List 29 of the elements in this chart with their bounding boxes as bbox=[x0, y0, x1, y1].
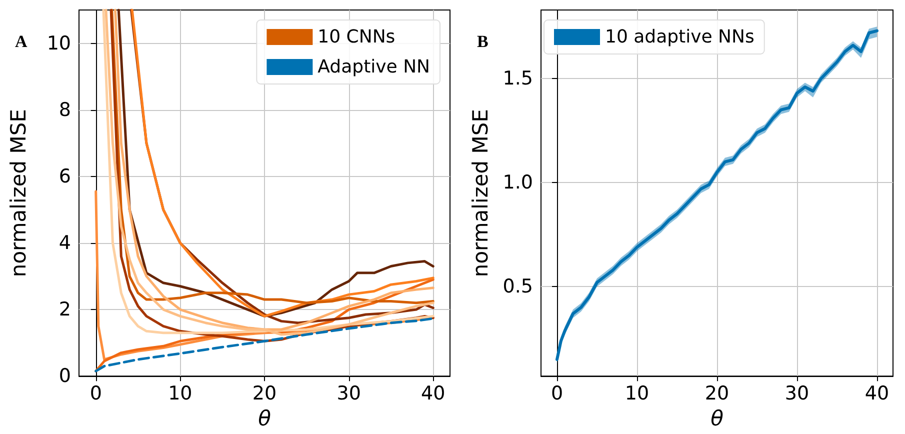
x-axis-title: θ bbox=[258, 406, 272, 430]
y-tick-label: 2 bbox=[58, 298, 71, 321]
y-tick-label: 4 bbox=[58, 232, 71, 254]
legend-label: 10 CNNs bbox=[318, 26, 396, 48]
x-tick-label: 40 bbox=[864, 382, 890, 405]
y-tick-label: 8 bbox=[58, 98, 71, 121]
x-tick-label: 0 bbox=[550, 382, 564, 405]
text: B bbox=[477, 32, 488, 51]
x-tick-label: 10 bbox=[624, 382, 650, 405]
x-tick-label: 20 bbox=[252, 382, 277, 405]
x-tick-label: 30 bbox=[336, 382, 361, 405]
x-axis-title: θ bbox=[710, 406, 724, 430]
line-series bbox=[94, 317, 434, 372]
text: A bbox=[15, 32, 28, 51]
x-tick-label: 20 bbox=[704, 382, 730, 405]
x-tick-label: 40 bbox=[421, 382, 446, 405]
legend-label: Adaptive NN bbox=[318, 56, 430, 78]
y-tick-label: 0 bbox=[58, 365, 71, 388]
y-axis-title: normalized MSE bbox=[6, 109, 30, 278]
legend-label: 10 adaptive NNs bbox=[605, 26, 754, 48]
y-tick-label: 6 bbox=[58, 165, 71, 188]
x-tick-label: 10 bbox=[168, 382, 192, 405]
y-tick-label: 1.0 bbox=[502, 172, 533, 194]
x-tick-label: 0 bbox=[90, 382, 102, 405]
y-tick-label: 10 bbox=[46, 32, 71, 54]
x-tick-label: 30 bbox=[784, 382, 810, 405]
y-axis-title: normalized MSE bbox=[468, 109, 492, 278]
y-tick-label: 0.5 bbox=[502, 276, 533, 298]
y-tick-label: 1.5 bbox=[502, 68, 533, 90]
